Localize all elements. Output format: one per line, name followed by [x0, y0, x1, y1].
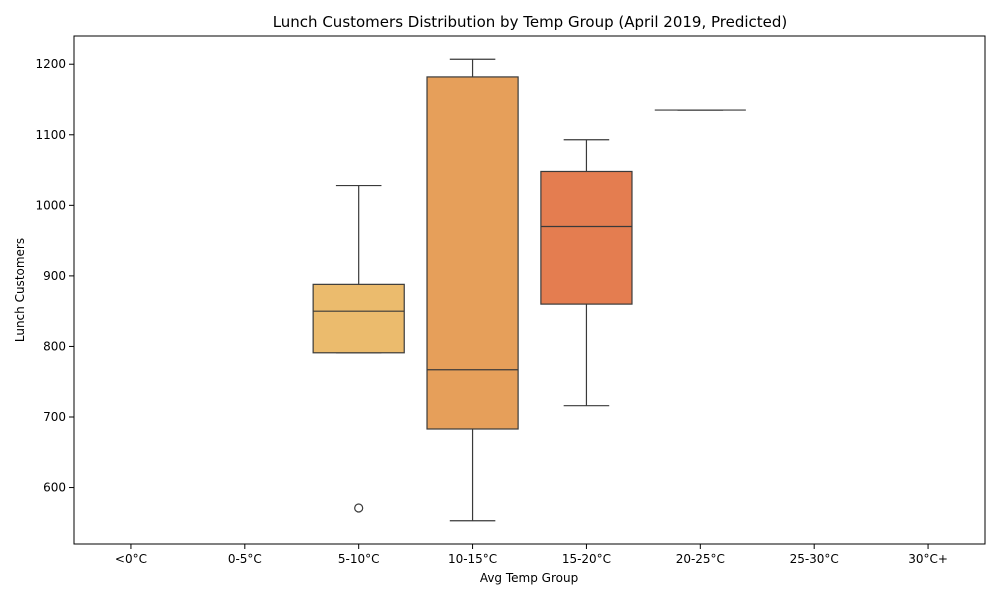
x-axis-label: Avg Temp Group	[480, 571, 578, 585]
x-tick-label: 0-5°C	[228, 552, 262, 566]
x-tick-label: 20-25°C	[676, 552, 725, 566]
x-axis: <0°C 0-5°C 5-10°C 10-15°C 15-20°C 20-25°C 25-3…	[115, 544, 948, 566]
y-tick-label: 600	[43, 481, 66, 495]
x-tick-label: 5-10°C	[338, 552, 380, 566]
boxes-group	[312, 58, 746, 522]
y-tick-label: 1100	[35, 128, 66, 142]
y-tick-label: 1200	[35, 57, 66, 71]
plot-area-frame	[73, 35, 986, 545]
box-3	[426, 58, 519, 522]
outlier-point	[354, 503, 364, 513]
chart-title: Lunch Customers Distribution by Temp Gro…	[273, 13, 788, 31]
x-tick-label: <0°C	[115, 552, 147, 566]
box-iqr	[540, 170, 633, 305]
x-tick-label: 10-15°C	[448, 552, 497, 566]
box-iqr	[312, 283, 405, 354]
y-axis: 600 700 800 900 1000 1100 1200	[35, 57, 74, 495]
y-axis-label: Lunch Customers	[13, 238, 27, 342]
x-tick-label: 30°C+	[908, 552, 948, 566]
y-tick-label: 900	[43, 269, 66, 283]
x-tick-label: 15-20°C	[562, 552, 611, 566]
x-tick-label: 25-30°C	[790, 552, 839, 566]
box-iqr	[426, 76, 519, 430]
y-tick-label: 800	[43, 339, 66, 353]
box-4	[540, 139, 633, 407]
y-tick-label: 1000	[35, 198, 66, 212]
y-tick-label: 700	[43, 410, 66, 424]
box-2	[312, 184, 405, 513]
